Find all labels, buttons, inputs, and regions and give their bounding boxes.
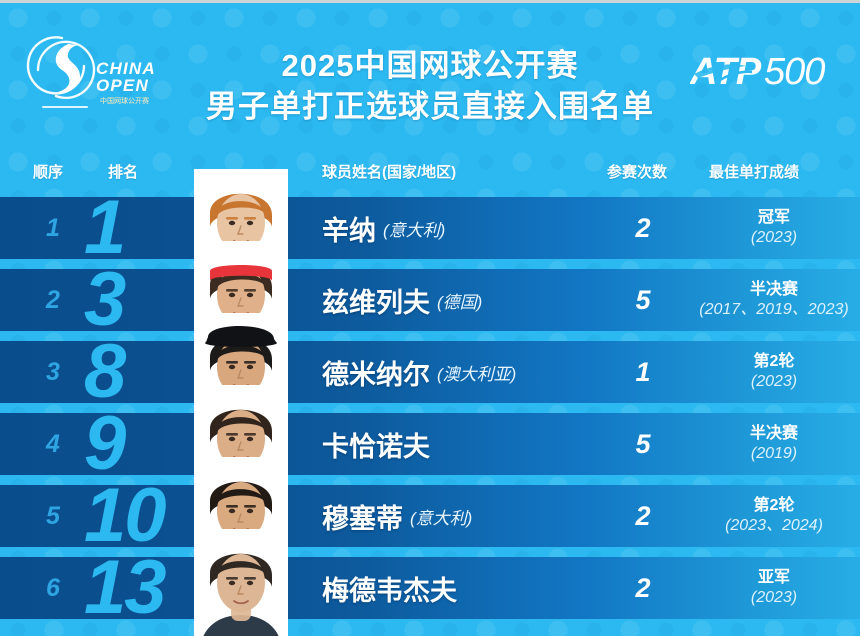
column-header-rank: 排名 xyxy=(108,164,139,181)
table-row: 1 辛纳 (意大利) 2 冠军 (2023) 1 xyxy=(0,169,860,287)
table-row: 6 梅德韦杰夫 2 亚军 (2023) 13 xyxy=(0,529,860,636)
player-country: (澳大利亚) xyxy=(437,364,517,384)
player-name-cell: 德米纳尔 (澳大利亚) xyxy=(322,341,516,403)
best-result-cell: 第2轮 (2023) xyxy=(688,341,860,403)
player-name: 辛纳 xyxy=(322,215,376,246)
appearance-count: 2 xyxy=(635,212,651,243)
player-photo-medvedev xyxy=(194,529,288,636)
best-result-years: (2023) xyxy=(750,229,798,246)
column-header-count: 参赛次数 xyxy=(607,164,668,181)
player-country: (意大利) xyxy=(383,220,446,240)
player-name-cell: 卡恰诺夫 xyxy=(322,413,437,475)
appearance-count: 5 xyxy=(635,284,651,315)
best-result: 亚军 xyxy=(757,569,790,586)
column-header-name: 球员姓名(国家/地区) xyxy=(322,164,457,181)
table-row: 4 卡恰诺夫 5 半决赛 (2019) 9 xyxy=(0,385,860,503)
atp-logo-number: 500 xyxy=(764,51,825,93)
best-result-years: (2019) xyxy=(750,445,798,462)
best-result-cell: 第2轮 (2023、2024) xyxy=(688,485,860,547)
best-result-years: (2023) xyxy=(750,589,798,606)
column-header-seq: 顺序 xyxy=(33,164,64,181)
player-country: (意大利) xyxy=(410,508,473,528)
best-result-years: (2017、2019、2023) xyxy=(699,301,849,318)
player-name: 德米纳尔 xyxy=(322,359,430,390)
logo-text-china: CHINA xyxy=(96,59,156,78)
header-banner: CHINA OPEN 中国网球公开赛 2025中国网球公开赛 男子单打正选球员直… xyxy=(0,0,860,156)
best-result-cell: 半决赛 (2017、2019、2023) xyxy=(688,269,860,331)
column-header-best: 最佳单打成绩 xyxy=(709,164,800,181)
player-name: 卡恰诺夫 xyxy=(322,431,430,462)
player-name: 兹维列夫 xyxy=(322,287,430,318)
table-row: 3 德米纳尔 (澳大利亚) 1 第2轮 (2023) 8 xyxy=(0,313,860,431)
row-sequence-number: 1 xyxy=(46,213,60,242)
table-row: 2 兹维列夫 (德国) 5 半决赛 (2017、2019、2023) 3 xyxy=(0,241,860,359)
appearance-count: 5 xyxy=(635,428,651,459)
top-rule xyxy=(0,0,860,3)
column-headers: 顺序 排名 球员姓名(国家/地区) 参赛次数 最佳单打成绩 xyxy=(0,158,860,190)
row-sequence-number: 2 xyxy=(46,285,60,314)
best-result: 半决赛 xyxy=(749,425,798,442)
best-result-cell: 冠军 (2023) xyxy=(688,197,860,259)
row-sequence-number: 4 xyxy=(46,429,60,458)
page-subtitle: 男子单打正选球员直接入围名单 xyxy=(206,89,654,124)
appearance-count: 2 xyxy=(635,500,651,531)
china-open-logo: CHINA OPEN 中国网球公开赛 xyxy=(24,26,164,112)
player-name: 穆塞蒂 xyxy=(322,503,403,534)
player-country: (德国) xyxy=(437,292,483,312)
best-result: 第2轮 xyxy=(753,353,795,370)
page-title: 2025中国网球公开赛 xyxy=(281,48,579,83)
player-name-cell: 兹维列夫 (德国) xyxy=(322,269,482,331)
table-row: 5 穆塞蒂 (意大利) 2 第2轮 (2023、2024) 10 xyxy=(0,457,860,575)
player-name-cell: 穆塞蒂 (意大利) xyxy=(322,485,472,547)
logo-text-chinese: 中国网球公开赛 xyxy=(100,96,149,105)
appearance-count: 2 xyxy=(635,572,651,603)
appearance-count: 1 xyxy=(635,356,651,387)
logo-text-open: OPEN xyxy=(96,76,149,95)
row-sequence-number: 6 xyxy=(46,573,60,602)
row-sequence-number: 5 xyxy=(46,501,60,530)
player-name-cell: 辛纳 (意大利) xyxy=(322,197,445,259)
row-sequence-number: 3 xyxy=(46,357,60,386)
title-block: 2025中国网球公开赛 男子单打正选球员直接入围名单 xyxy=(180,46,680,128)
best-result-years: (2023) xyxy=(750,373,798,390)
best-result: 半决赛 xyxy=(749,281,798,298)
best-result: 第2轮 xyxy=(753,497,795,514)
player-name-cell: 梅德韦杰夫 xyxy=(322,557,464,619)
best-result-cell: 半决赛 (2019) xyxy=(688,413,860,475)
atp500-logo: ATP 500 xyxy=(689,44,840,96)
player-list: 1 辛纳 (意大利) 2 冠军 (2023) 1 xyxy=(0,169,860,636)
best-result-cell: 亚军 (2023) xyxy=(688,557,860,619)
player-name: 梅德韦杰夫 xyxy=(322,575,457,606)
best-result: 冠军 xyxy=(757,209,790,226)
best-result-years: (2023、2024) xyxy=(725,517,823,534)
